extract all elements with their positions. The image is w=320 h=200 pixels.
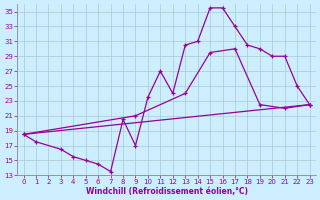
X-axis label: Windchill (Refroidissement éolien,°C): Windchill (Refroidissement éolien,°C) bbox=[85, 187, 248, 196]
